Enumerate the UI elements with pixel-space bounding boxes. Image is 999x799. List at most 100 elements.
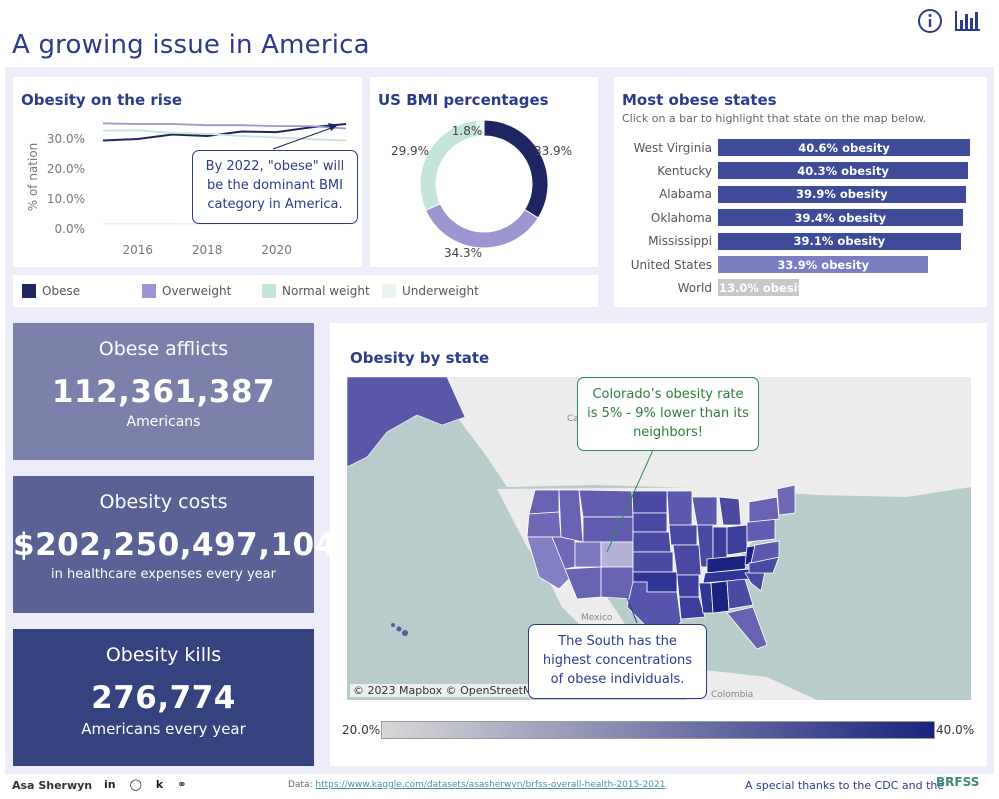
state-south-dakota[interactable] — [632, 512, 668, 533]
github-icon[interactable]: ◯ — [129, 778, 142, 791]
state-new-york[interactable] — [748, 496, 780, 523]
state-colorado[interactable] — [600, 541, 634, 568]
state-missouri[interactable] — [672, 544, 702, 576]
trend-callout-arrow — [272, 126, 335, 150]
color-scale-bar — [381, 721, 935, 739]
trend-x-tick: 2020 — [261, 243, 292, 257]
state-bar-label: United States — [630, 257, 712, 272]
kpi-title: Obesity kills — [105, 644, 222, 666]
linkedin-icon[interactable]: in — [104, 778, 116, 791]
bmi-legend: Obese Overweight Normal weight Underweig… — [13, 275, 598, 307]
donut-slice[interactable] — [424, 203, 539, 249]
state-bar[interactable]: 13.0% obesity — [718, 279, 811, 297]
state-north-dakota[interactable] — [631, 490, 668, 514]
kpi-value: 112,361,387 — [51, 374, 276, 410]
data-label: Data: — [288, 780, 313, 790]
south-callout: The South has the highest concentrations… — [528, 624, 707, 699]
state-idaho[interactable] — [558, 489, 584, 543]
states-bar-chart: West Virginia 40.6% obesity Kentucky 40.3% … — [622, 77, 982, 307]
state-bar-row[interactable]: West Virginia 40.6% obesity — [622, 138, 970, 157]
state-florida[interactable] — [726, 606, 768, 650]
legend-label: Underweight — [402, 284, 479, 298]
legend-item-normal-weight[interactable]: Normal weight — [262, 284, 370, 298]
donut-slice[interactable] — [483, 119, 549, 219]
trend-x-tick: 2018 — [192, 243, 223, 257]
state-ohio[interactable] — [726, 524, 748, 556]
legend-swatch — [262, 284, 276, 298]
legend-label: Normal weight — [282, 284, 370, 298]
state-bar-row[interactable]: Mississippi 39.1% obesity — [622, 232, 961, 251]
state-minnesota[interactable] — [666, 490, 693, 526]
hawaii-state[interactable] — [391, 623, 408, 636]
trend-series-line[interactable] — [102, 123, 347, 142]
legend-item-underweight[interactable]: Underweight — [382, 284, 479, 298]
state-kansas[interactable] — [632, 551, 674, 573]
state-bar[interactable]: 40.3% obesity — [718, 162, 969, 180]
map-place-ca: Ca — [567, 414, 579, 424]
state-new-england[interactable] — [776, 484, 796, 516]
alaska-state[interactable] — [347, 377, 466, 468]
state-bar-row[interactable]: Alabama 39.9% obesity — [622, 185, 966, 204]
link-icon[interactable]: ⚭ — [177, 778, 187, 791]
info-icon[interactable] — [917, 8, 943, 34]
trend-x-tick: 2016 — [122, 243, 153, 257]
map-attribution[interactable]: © 2023 Mapbox © OpenStreetMap — [350, 684, 550, 697]
state-pennsylvania[interactable] — [746, 518, 776, 543]
state-bar-label: World — [677, 280, 712, 295]
state-wyoming[interactable] — [582, 516, 634, 543]
state-bar[interactable]: 39.9% obesity — [718, 185, 966, 203]
state-michigan[interactable] — [718, 496, 742, 526]
legend-swatch — [142, 284, 156, 298]
footer: Asa Sherwyn in ◯ k ⚭ Data: https://www.k… — [0, 775, 999, 799]
state-wisconsin[interactable] — [691, 496, 718, 526]
state-louisiana[interactable] — [678, 596, 706, 620]
state-iowa[interactable] — [668, 524, 698, 546]
state-indiana[interactable] — [712, 526, 728, 560]
legend-item-obese[interactable]: Obese — [22, 284, 80, 298]
donut-chart[interactable]: 33.9% 34.3% 29.9% 1.8% — [370, 77, 598, 267]
trend-y-tick: 30.0% — [47, 132, 85, 146]
bar-chart-icon[interactable] — [953, 8, 981, 34]
state-bar[interactable]: 39.4% obesity — [718, 209, 963, 227]
trend-y-tick: 0.0% — [55, 222, 86, 236]
state-new-mexico[interactable] — [600, 566, 634, 600]
state-bar[interactable]: 33.9% obesity — [718, 256, 929, 273]
kpi-subtitle: Americans every year — [81, 720, 246, 738]
state-arkansas[interactable] — [676, 574, 700, 598]
state-california[interactable] — [526, 536, 572, 590]
trend-series-line[interactable] — [102, 129, 347, 142]
trend-callout: By 2022, "obese" will be the dominant BM… — [192, 150, 358, 224]
state-oregon[interactable] — [526, 511, 562, 538]
kaggle-icon[interactable]: k — [155, 778, 164, 791]
state-georgia[interactable] — [726, 578, 754, 610]
kpi-title: Obesity costs — [99, 491, 228, 513]
state-bar[interactable]: 39.1% obesity — [718, 232, 961, 250]
data-source: Data: https://www.kaggle.com/datasets/as… — [288, 780, 665, 790]
state-bar-row[interactable]: Oklahoma 39.4% obesity — [622, 208, 963, 227]
state-bar[interactable]: 40.6% obesity — [718, 139, 970, 156]
data-url-link[interactable]: https://www.kaggle.com/datasets/asasherw… — [315, 780, 666, 790]
donut-slice[interactable] — [476, 119, 485, 137]
kpi-obesity-costs: Obesity costs $202,250,497,104 in health… — [13, 476, 336, 613]
state-nebraska[interactable] — [632, 531, 672, 553]
map-place-mexico: Mexico — [581, 613, 613, 623]
brfss-logo: BRFSS — [936, 775, 980, 789]
thanks-text: A special thanks to the CDC and the — [745, 779, 945, 792]
state-virginia[interactable] — [750, 540, 780, 564]
state-shapes — [526, 484, 796, 650]
legend-item-overweight[interactable]: Overweight — [142, 284, 231, 298]
state-bar-row[interactable]: World 13.0% obesity — [622, 278, 811, 297]
donut-title: US BMI percentages — [378, 91, 549, 109]
kpi-obesity-kills: Obesity kills 276,774 Americans every ye… — [13, 629, 314, 766]
state-utah[interactable] — [574, 541, 602, 568]
trend-series-line[interactable] — [102, 122, 347, 130]
state-alabama[interactable] — [710, 580, 730, 614]
trend-callout-arrowhead — [328, 123, 338, 131]
state-bar-row[interactable]: Kentucky 40.3% obesity — [622, 161, 969, 180]
state-bar-label: Kentucky — [657, 163, 712, 178]
kpi-value: 276,774 — [91, 680, 236, 716]
trend-y-tick: 10.0% — [47, 192, 85, 206]
state-bar-row[interactable]: United States 33.9% obesity — [622, 255, 929, 274]
legend-swatch — [382, 284, 396, 298]
scale-min-label: 20.0% — [342, 723, 381, 737]
